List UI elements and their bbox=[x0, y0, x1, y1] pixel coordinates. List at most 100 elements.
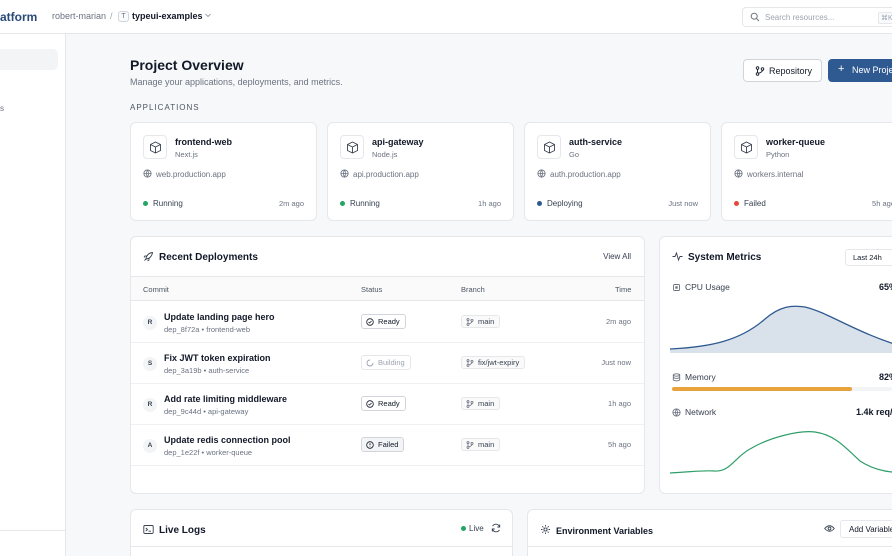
globe-icon bbox=[340, 169, 349, 178]
memory-bar bbox=[672, 387, 892, 391]
branch-tag[interactable]: main bbox=[461, 315, 501, 328]
git-branch-icon bbox=[466, 400, 474, 408]
deploy-time: Just now bbox=[601, 358, 631, 367]
panel-title: Live Logs bbox=[159, 525, 206, 536]
plus-icon: + bbox=[838, 63, 845, 75]
panel-divider bbox=[528, 546, 892, 547]
view-all-link[interactable]: View All bbox=[603, 252, 631, 261]
loader-icon bbox=[366, 359, 374, 367]
rocket-icon bbox=[143, 251, 154, 262]
column-time[interactable]: Time bbox=[615, 285, 632, 294]
sidebar-item-label[interactable]: s bbox=[0, 104, 4, 113]
network-line bbox=[670, 431, 892, 474]
app-url[interactable]: auth.production.app bbox=[550, 170, 621, 179]
applications-section-label: APPLICATIONS bbox=[130, 103, 200, 112]
branch-name: main bbox=[478, 440, 495, 449]
deploy-time: 5h ago bbox=[608, 440, 631, 449]
commit-message[interactable]: Update landing page hero bbox=[164, 312, 275, 322]
app-framework: Python bbox=[766, 150, 790, 159]
app-framework: Next.js bbox=[175, 150, 198, 159]
branch-tag[interactable]: fix/jwt-expiry bbox=[461, 356, 526, 369]
box-icon bbox=[340, 135, 364, 159]
recent-deployments-panel: Recent Deployments View All Commit Statu… bbox=[130, 236, 645, 494]
page-subtitle: Manage your applications, deployments, a… bbox=[130, 77, 343, 87]
table-row[interactable]: A Update redis connection pool dep_1e22f •… bbox=[131, 425, 644, 466]
table-row[interactable]: S Fix JWT token expiration dep_3a19b • aut… bbox=[131, 343, 644, 384]
commit-message[interactable]: Update redis connection pool bbox=[164, 435, 291, 445]
refresh-icon[interactable] bbox=[491, 523, 501, 533]
status-badge: Failed bbox=[361, 437, 405, 452]
live-indicator bbox=[461, 526, 466, 531]
commit-meta: dep_9c44d • api-gateway bbox=[164, 407, 249, 416]
brand-name[interactable]: atform bbox=[0, 10, 38, 24]
app-time: 2m ago bbox=[278, 199, 304, 208]
sidebar: s bbox=[0, 34, 66, 556]
eye-icon[interactable] bbox=[824, 524, 835, 533]
chevron-down-icon[interactable] bbox=[204, 11, 212, 21]
deploy-time: 1h ago bbox=[608, 399, 631, 408]
avatar: R bbox=[143, 398, 157, 412]
commit-message[interactable]: Add rate limiting middleware bbox=[164, 394, 288, 404]
app-url[interactable]: workers.internal bbox=[747, 170, 804, 179]
box-icon bbox=[734, 135, 758, 159]
new-project-label: New Project bbox=[852, 65, 892, 75]
breadcrumb-user[interactable]: robert-marian bbox=[52, 11, 107, 21]
branch-tag[interactable]: main bbox=[461, 438, 501, 451]
app-url[interactable]: web.production.app bbox=[156, 170, 226, 179]
column-branch[interactable]: Branch bbox=[461, 285, 485, 294]
activity-icon bbox=[672, 251, 683, 262]
repo-badge: T bbox=[118, 11, 129, 22]
environment-variables-panel: Environment Variables Add Variable bbox=[527, 509, 892, 556]
app-card[interactable]: auth-service Go auth.production.app Deployi… bbox=[524, 122, 711, 221]
branch-name: main bbox=[478, 317, 495, 326]
check-circle-icon bbox=[366, 400, 374, 408]
app-card[interactable]: worker-queue Python workers.internal Failed… bbox=[721, 122, 892, 221]
app-time: Just now bbox=[668, 199, 698, 208]
avatar: S bbox=[143, 357, 157, 371]
panel-title: Environment Variables bbox=[556, 526, 654, 536]
new-project-button[interactable]: + New Project bbox=[828, 59, 892, 82]
status-badge-label: Ready bbox=[378, 317, 400, 326]
column-status[interactable]: Status bbox=[361, 285, 383, 294]
app-name[interactable]: worker-queue bbox=[766, 137, 826, 147]
search-placeholder: Search resources... bbox=[765, 13, 835, 22]
search-icon bbox=[750, 12, 760, 22]
table-row[interactable]: R Add rate limiting middleware dep_9c44d •… bbox=[131, 384, 644, 425]
breadcrumb-separator: / bbox=[110, 11, 113, 21]
box-icon bbox=[537, 135, 561, 159]
live-logs-panel: Live Logs Live bbox=[130, 509, 513, 556]
add-variable-button[interactable]: Add Variable bbox=[840, 520, 892, 538]
repository-button[interactable]: Repository bbox=[743, 59, 822, 82]
sidebar-item-active[interactable] bbox=[0, 49, 58, 70]
app-url[interactable]: api.production.app bbox=[353, 170, 419, 179]
app-card[interactable]: api-gateway Node.js api.production.app Runn… bbox=[327, 122, 514, 221]
app-name[interactable]: auth-service bbox=[569, 137, 623, 147]
commit-message[interactable]: Fix JWT token expiration bbox=[164, 353, 271, 363]
app-status: Failed bbox=[744, 199, 766, 208]
live-label: Live bbox=[469, 524, 484, 533]
panel-divider bbox=[131, 546, 512, 547]
time-range-select[interactable]: Last 24h bbox=[845, 249, 892, 266]
status-dot bbox=[734, 201, 739, 206]
status-dot bbox=[143, 201, 148, 206]
memory-bar-fill bbox=[672, 387, 853, 391]
network-label: Network bbox=[685, 407, 717, 417]
avatar: A bbox=[143, 439, 157, 453]
app-name[interactable]: frontend-web bbox=[175, 137, 232, 147]
settings-icon bbox=[541, 525, 550, 534]
table-row[interactable]: R Update landing page hero dep_8f72a • fro… bbox=[131, 302, 644, 343]
git-branch-icon bbox=[466, 318, 474, 326]
branch-tag[interactable]: main bbox=[461, 397, 501, 410]
git-branch-icon bbox=[466, 441, 474, 449]
terminal-icon bbox=[143, 525, 154, 534]
app-name[interactable]: api-gateway bbox=[372, 137, 424, 147]
search-input[interactable]: Search resources... ⌘K bbox=[742, 7, 892, 27]
status-badge: Ready bbox=[361, 314, 406, 329]
branch-name: fix/jwt-expiry bbox=[478, 358, 520, 367]
commit-meta: dep_8f72a • frontend-web bbox=[164, 325, 251, 334]
app-card[interactable]: frontend-web Next.js web.production.app Run… bbox=[130, 122, 317, 221]
column-commit[interactable]: Commit bbox=[143, 285, 169, 294]
breadcrumb-repo[interactable]: typeui-examples bbox=[132, 11, 203, 21]
table-header: Commit Status Branch Time bbox=[131, 276, 644, 301]
system-metrics-panel: System Metrics Last 24h CPU Usage 65% Me… bbox=[659, 236, 892, 494]
